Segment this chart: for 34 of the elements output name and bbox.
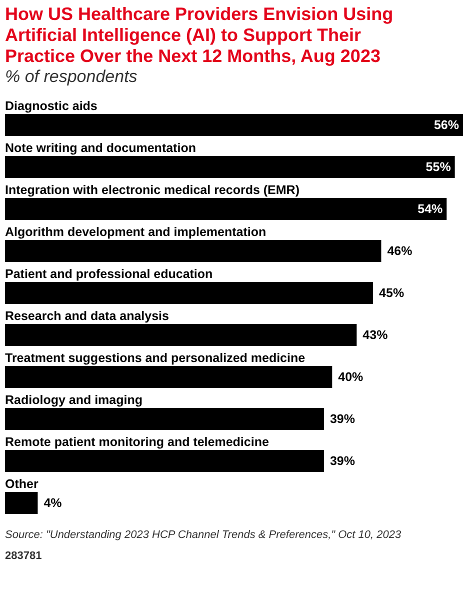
- bar: [5, 156, 455, 178]
- y-tick-label: Other: [5, 477, 38, 491]
- bar: [5, 492, 38, 514]
- text: 283781: [5, 550, 42, 562]
- bar: [5, 324, 357, 346]
- bar: [5, 198, 447, 220]
- data-label: 56%: [434, 118, 459, 132]
- y-tick-label: Algorithm development and implementation: [5, 225, 266, 239]
- chart-title: How US Healthcare Providers Envision Using Artificial Intelligence (AI) to Support Their Practice Over the Next 12 Months, Aug 2023: [5, 4, 394, 66]
- y-tick-label: Research and data analysis: [5, 309, 170, 323]
- data-label: 54%: [418, 202, 443, 216]
- bar: [5, 366, 332, 388]
- data-label: 39%: [330, 412, 355, 426]
- bar: [5, 450, 324, 472]
- y-tick-label: Integration with electronic medical records (EMR): [5, 183, 300, 197]
- bar: [5, 282, 374, 304]
- data-label: 4%: [44, 496, 62, 510]
- data-label: 55%: [426, 160, 451, 174]
- data-label: 46%: [387, 244, 412, 258]
- data-label: 45%: [379, 286, 404, 300]
- data-label: 40%: [338, 370, 364, 384]
- chart-subtitle: % of respondents: [5, 67, 138, 86]
- y-tick-label: Remote patient monitoring and telemedicine: [5, 435, 269, 449]
- y-tick-label: Diagnostic aids: [5, 99, 98, 113]
- data-label: 39%: [330, 454, 355, 468]
- source-note: Source: "Understanding 2023 HCP Channel Trends & Preferences," Oct 10, 2023: [5, 529, 402, 541]
- y-tick-label: Note writing and documentation: [5, 141, 196, 155]
- y-tick-label: Radiology and imaging: [5, 393, 143, 407]
- bar: [5, 114, 463, 136]
- y-tick-label: Treatment suggestions and personalized medicine: [5, 351, 306, 365]
- y-tick-label: Patient and professional education: [5, 267, 213, 281]
- bar: [5, 408, 324, 430]
- data-label: 43%: [362, 328, 388, 342]
- bar: [5, 240, 382, 262]
